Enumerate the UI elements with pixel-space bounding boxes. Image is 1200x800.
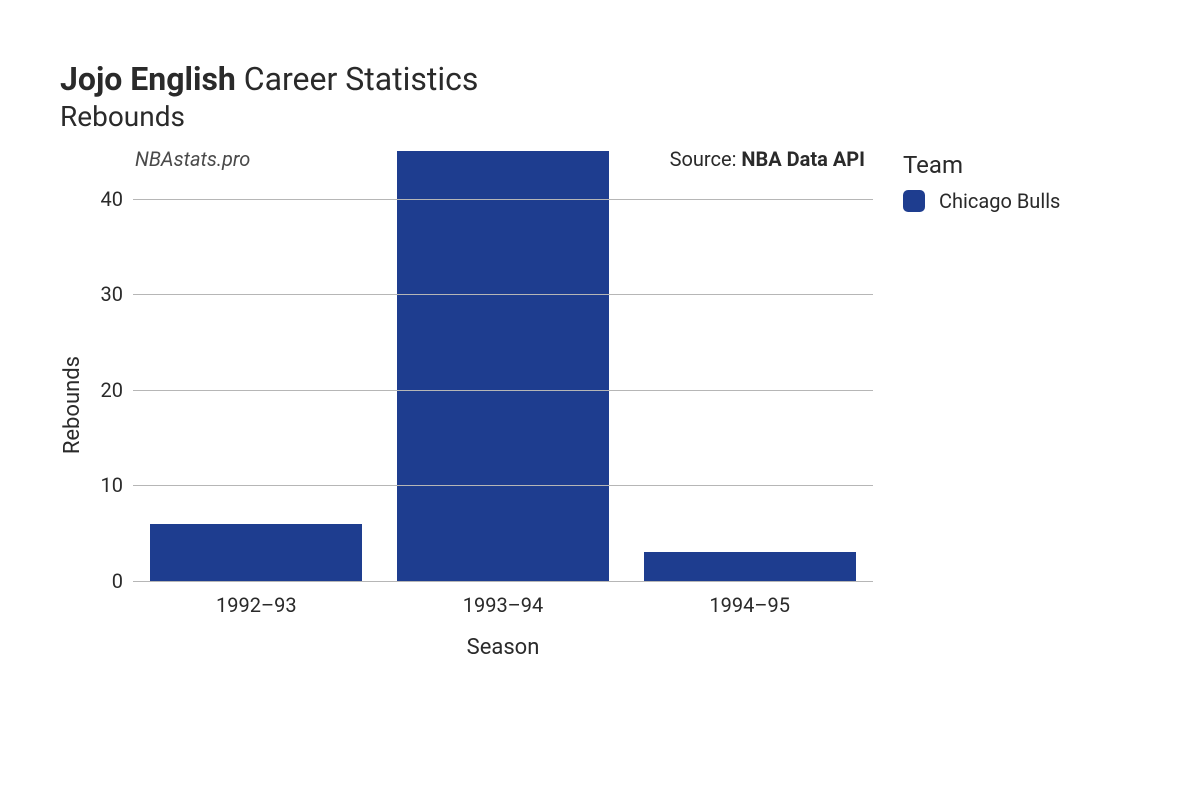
bar (150, 524, 362, 581)
source-attribution: Source: NBA Data API (670, 147, 865, 171)
x-tick-label: 1992–93 (133, 593, 380, 617)
plot-area: 403020100 (93, 151, 873, 581)
grid-line (133, 581, 873, 582)
source-name: NBA Data API (741, 147, 865, 171)
x-axis-label: Season (133, 635, 873, 660)
grid-line (133, 294, 873, 295)
source-label: Source: (670, 147, 742, 171)
y-axis-ticks: 403020100 (93, 151, 133, 581)
x-tick-label: 1994–95 (626, 593, 873, 617)
bars-group (133, 151, 873, 581)
legend: Team Chicago Bulls (903, 151, 1060, 213)
bar (644, 552, 856, 581)
chart-grid (133, 151, 873, 581)
grid-line (133, 485, 873, 486)
bar-slot (133, 151, 380, 581)
y-axis-label: Rebounds (60, 356, 85, 454)
x-tick-label: 1993–94 (380, 593, 627, 617)
bar (397, 151, 609, 581)
grid-line (133, 199, 873, 200)
legend-items: Chicago Bulls (903, 189, 1060, 213)
bar-slot (380, 151, 627, 581)
legend-swatch (903, 190, 925, 212)
plot-row: Rebounds NBAstats.pro Source: NBA Data A… (60, 151, 1160, 660)
title-player: Jojo English (60, 60, 236, 98)
legend-item: Chicago Bulls (903, 189, 1060, 213)
chart-container: Jojo English Career Statistics Rebounds … (0, 0, 1200, 700)
legend-label: Chicago Bulls (939, 189, 1060, 213)
grid-line (133, 390, 873, 391)
top-captions: NBAstats.pro Source: NBA Data API (93, 147, 873, 171)
brand-watermark: NBAstats.pro (135, 147, 250, 171)
x-axis-ticks: 1992–931993–941994–95 (133, 593, 873, 617)
title-line-1: Jojo English Career Statistics (60, 60, 1160, 98)
bar-slot (626, 151, 873, 581)
title-subtitle: Rebounds (60, 100, 1160, 133)
legend-title: Team (903, 151, 1060, 179)
plot-with-captions: NBAstats.pro Source: NBA Data API 403020… (93, 151, 873, 660)
chart-title: Jojo English Career Statistics Rebounds (60, 60, 1160, 133)
title-suffix: Career Statistics (236, 60, 479, 98)
